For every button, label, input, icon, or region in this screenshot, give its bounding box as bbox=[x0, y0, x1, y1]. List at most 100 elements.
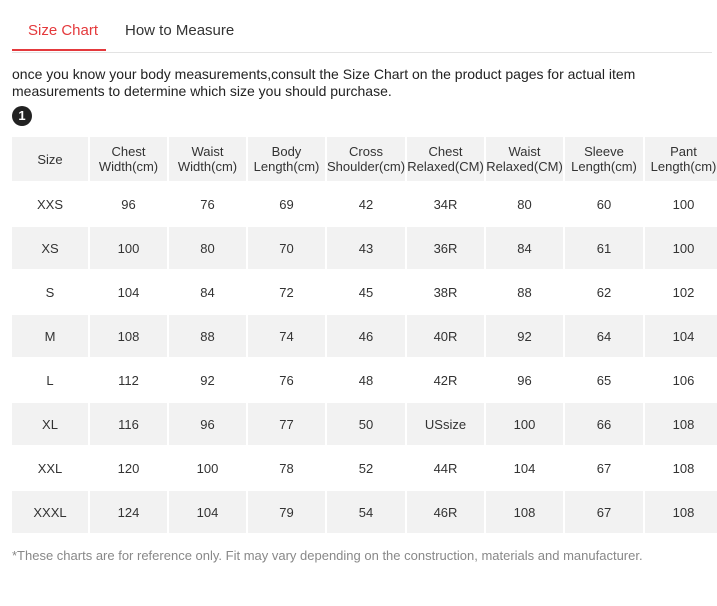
column-header: Cross Shoulder(cm) bbox=[327, 137, 405, 181]
measurement-cell: 61 bbox=[565, 227, 643, 269]
column-header-line: Chest bbox=[428, 144, 463, 159]
measurement-cell: 45 bbox=[327, 271, 405, 313]
measurement-cell: 92 bbox=[169, 359, 246, 401]
measurement-cell: 102 bbox=[645, 271, 717, 313]
column-header-line: Length(cm) bbox=[650, 159, 717, 174]
measurement-cell: 70 bbox=[248, 227, 325, 269]
table-row: XXS 96 76 69 42 34R 80 60 100 bbox=[12, 183, 717, 225]
measurement-cell: 62 bbox=[565, 271, 643, 313]
measurement-cell: 100 bbox=[645, 227, 717, 269]
column-header-line: Shoulder(cm) bbox=[327, 159, 406, 174]
measurement-cell: 108 bbox=[90, 315, 167, 357]
column-header: Sleeve Length(cm) bbox=[565, 137, 643, 181]
measurement-cell: 108 bbox=[486, 491, 563, 533]
measurement-cell: 108 bbox=[645, 491, 717, 533]
table-row: S 104 84 72 45 38R 88 62 102 bbox=[12, 271, 717, 313]
measurement-cell: 84 bbox=[169, 271, 246, 313]
measurement-cell: 104 bbox=[486, 447, 563, 489]
measurement-cell: 100 bbox=[645, 183, 717, 225]
measurement-cell: 48 bbox=[327, 359, 405, 401]
measurement-cell: 64 bbox=[565, 315, 643, 357]
measurement-cell: 76 bbox=[169, 183, 246, 225]
measurement-cell: 104 bbox=[169, 491, 246, 533]
disclaimer-footnote: *These charts are for reference only. Fi… bbox=[12, 548, 643, 563]
measurement-cell: 69 bbox=[248, 183, 325, 225]
measurement-cell: 50 bbox=[327, 403, 405, 445]
column-header-line: Cross bbox=[349, 144, 383, 159]
measurement-cell: 76 bbox=[248, 359, 325, 401]
column-header: Chest Relaxed(CM) bbox=[407, 137, 484, 181]
size-label-cell: XXL bbox=[12, 447, 88, 489]
measurement-cell: 96 bbox=[169, 403, 246, 445]
column-header-line: Relaxed(CM) bbox=[486, 159, 563, 174]
column-header-line: Width(cm) bbox=[98, 159, 159, 174]
measurement-cell: 78 bbox=[248, 447, 325, 489]
measurement-cell: 88 bbox=[486, 271, 563, 313]
column-header: Body Length(cm) bbox=[248, 137, 325, 181]
table-row: XXXL 124 104 79 54 46R 108 67 108 bbox=[12, 491, 717, 533]
measurement-cell: 120 bbox=[90, 447, 167, 489]
measurement-cell: USsize bbox=[407, 403, 484, 445]
measurement-cell: 44R bbox=[407, 447, 484, 489]
measurement-cell: 72 bbox=[248, 271, 325, 313]
column-header-line: Waist bbox=[508, 144, 541, 159]
measurement-cell: 65 bbox=[565, 359, 643, 401]
column-header-line: Body bbox=[271, 144, 302, 159]
size-label-cell: S bbox=[12, 271, 88, 313]
measurement-cell: 100 bbox=[169, 447, 246, 489]
measurement-cell: 96 bbox=[90, 183, 167, 225]
size-label-cell: XL bbox=[12, 403, 88, 445]
measurement-cell: 46R bbox=[407, 491, 484, 533]
tab-size-chart[interactable]: Size Chart bbox=[28, 22, 99, 39]
column-header-line: Pant bbox=[670, 144, 697, 159]
measurement-cell: 40R bbox=[407, 315, 484, 357]
measurement-cell: 52 bbox=[327, 447, 405, 489]
table-row: L 112 92 76 48 42R 96 65 106 bbox=[12, 359, 717, 401]
size-label-cell: XXS bbox=[12, 183, 88, 225]
measurement-cell: 108 bbox=[645, 403, 717, 445]
measurement-cell: 92 bbox=[486, 315, 563, 357]
column-header-line: Relaxed(CM) bbox=[407, 159, 484, 174]
column-header: Waist Width(cm) bbox=[169, 137, 246, 181]
tab-bar: Size Chart How to Measure bbox=[12, 0, 712, 53]
size-chart-table: Size Chest Width(cm) Waist Width(cm) Body Leng… bbox=[10, 135, 717, 535]
column-header-line: Length(cm) bbox=[253, 159, 320, 174]
measurement-cell: 108 bbox=[645, 447, 717, 489]
measurement-cell: 67 bbox=[565, 491, 643, 533]
size-label-cell: L bbox=[12, 359, 88, 401]
measurement-cell: 42R bbox=[407, 359, 484, 401]
column-header-line: Sleeve bbox=[584, 144, 624, 159]
measurement-cell: 46 bbox=[327, 315, 405, 357]
table-row: XS 100 80 70 43 36R 84 61 100 bbox=[12, 227, 717, 269]
tab-how-to-measure[interactable]: How to Measure bbox=[125, 22, 235, 39]
active-tab-indicator bbox=[12, 49, 106, 51]
measurement-cell: 84 bbox=[486, 227, 563, 269]
measurement-cell: 112 bbox=[90, 359, 167, 401]
table-body: XXS 96 76 69 42 34R 80 60 100 XS 100 80 70 43 36R 84 61 1… bbox=[12, 183, 717, 533]
measurement-cell: 77 bbox=[248, 403, 325, 445]
column-header: Pant Length(cm) bbox=[645, 137, 717, 181]
table-row: M 108 88 74 46 40R 92 64 104 bbox=[12, 315, 717, 357]
measurement-cell: 38R bbox=[407, 271, 484, 313]
measurement-cell: 60 bbox=[565, 183, 643, 225]
measurement-cell: 104 bbox=[90, 271, 167, 313]
measurement-cell: 74 bbox=[248, 315, 325, 357]
measurement-cell: 96 bbox=[486, 359, 563, 401]
column-header-line: Size bbox=[37, 151, 63, 167]
column-header: Size bbox=[12, 137, 88, 181]
measurement-cell: 79 bbox=[248, 491, 325, 533]
column-header: Chest Width(cm) bbox=[90, 137, 167, 181]
measurement-cell: 66 bbox=[565, 403, 643, 445]
measurement-cell: 43 bbox=[327, 227, 405, 269]
size-label-cell: XS bbox=[12, 227, 88, 269]
measurement-cell: 106 bbox=[645, 359, 717, 401]
measurement-cell: 88 bbox=[169, 315, 246, 357]
table-row: XXL 120 100 78 52 44R 104 67 108 bbox=[12, 447, 717, 489]
column-header: Waist Relaxed(CM) bbox=[486, 137, 563, 181]
measurement-cell: 34R bbox=[407, 183, 484, 225]
size-label-cell: XXXL bbox=[12, 491, 88, 533]
measurement-cell: 54 bbox=[327, 491, 405, 533]
table-row: XL 116 96 77 50 USsize 100 66 108 bbox=[12, 403, 717, 445]
measurement-cell: 80 bbox=[486, 183, 563, 225]
measurement-cell: 100 bbox=[486, 403, 563, 445]
